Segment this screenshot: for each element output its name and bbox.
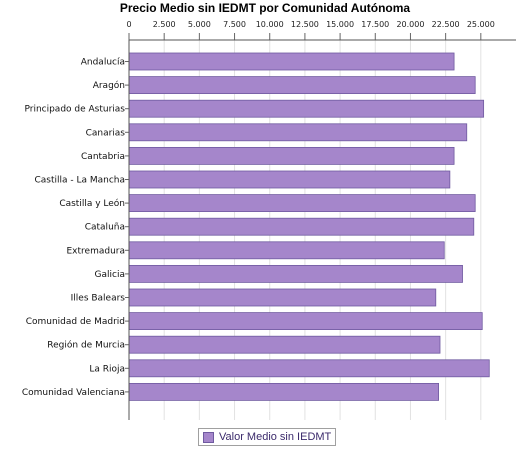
category-label: La Rioja bbox=[89, 364, 125, 374]
category-label: Comunidad de Madrid bbox=[26, 317, 125, 327]
category-label: Principado de Asturias bbox=[24, 105, 125, 115]
category-label: Comunidad Valenciana bbox=[22, 388, 125, 398]
bar bbox=[128, 335, 441, 354]
bar bbox=[128, 76, 476, 94]
bar bbox=[128, 170, 451, 189]
bar bbox=[128, 52, 455, 71]
category-label: Cantabria bbox=[81, 152, 125, 162]
bar bbox=[128, 146, 455, 165]
chart-title: Precio Medio sin IEDMT por Comunidad Aut… bbox=[120, 1, 411, 15]
x-axis-top: 0 2.500 5.000 7.500 10.000 12.500 15.000 17.500… bbox=[126, 20, 495, 40]
category-label: Cataluña bbox=[85, 223, 125, 233]
x-tick-label: 17.500 bbox=[361, 20, 389, 29]
x-tick-label: 25.000 bbox=[467, 20, 495, 29]
category-label: Aragón bbox=[93, 80, 125, 91]
bar bbox=[128, 312, 483, 331]
bar bbox=[128, 99, 485, 118]
bar bbox=[128, 194, 476, 213]
x-tick-label: 2.500 bbox=[153, 20, 176, 29]
bar bbox=[128, 241, 445, 260]
category-label: Andalucía bbox=[81, 58, 125, 68]
category-label: Galicia bbox=[95, 270, 125, 280]
x-tick-label: 10.000 bbox=[256, 20, 284, 29]
bar bbox=[128, 217, 475, 236]
x-tick-label: 12.500 bbox=[291, 20, 319, 29]
category-label: Canarias bbox=[86, 128, 126, 138]
x-tick-label: 7.500 bbox=[223, 20, 246, 29]
category-label: Castilla y León bbox=[59, 198, 125, 209]
legend-label: Valor Medio sin IEDMT bbox=[219, 431, 332, 443]
bar bbox=[128, 264, 463, 283]
category-label: Illes Balears bbox=[71, 294, 126, 304]
bars-group bbox=[128, 52, 490, 401]
x-tick-label: 22.500 bbox=[432, 20, 460, 29]
bar bbox=[128, 123, 468, 142]
category-label: Región de Murcia bbox=[47, 340, 125, 351]
x-tick-label: 0 bbox=[126, 20, 131, 29]
legend: Valor Medio sin IEDMT bbox=[198, 428, 337, 446]
bar bbox=[128, 288, 437, 307]
x-tick-label: 5.000 bbox=[188, 20, 211, 29]
x-tick-label: 15.000 bbox=[326, 20, 354, 29]
category-labels: Andalucía Aragón Principado de Asturias Can… bbox=[22, 58, 129, 398]
bar bbox=[128, 382, 440, 401]
x-tick-label: 20.000 bbox=[396, 20, 424, 29]
bar bbox=[128, 359, 490, 378]
category-label: Castilla - La Mancha bbox=[34, 176, 125, 186]
category-label: Extremadura bbox=[67, 246, 126, 256]
legend-swatch bbox=[203, 431, 214, 443]
